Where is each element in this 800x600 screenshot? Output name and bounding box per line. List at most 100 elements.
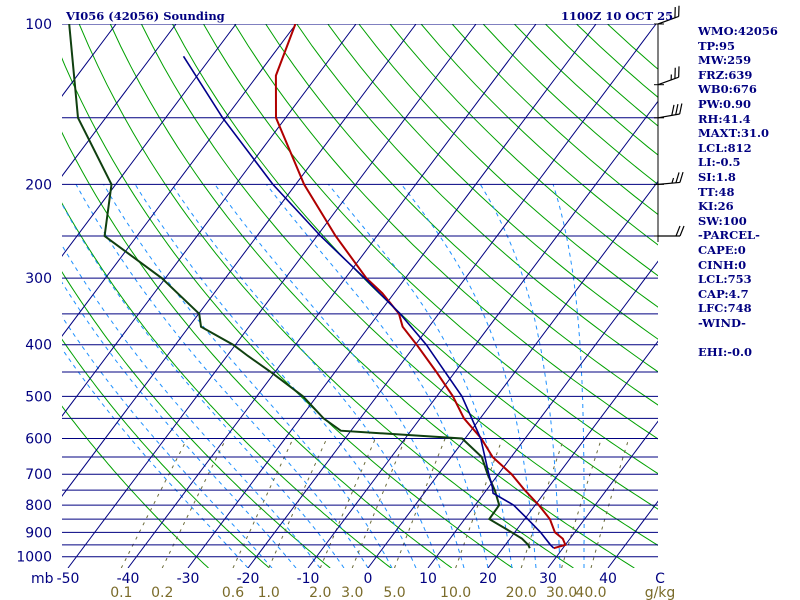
isotherm xyxy=(487,340,658,568)
pressure-tick-label: 700 xyxy=(25,467,52,483)
isotherm xyxy=(62,24,117,97)
moist-adiabat xyxy=(171,184,441,568)
dry-adiabat xyxy=(389,24,658,277)
index-line: MW:259 xyxy=(698,53,752,68)
pressure-tick-label: 900 xyxy=(25,525,52,541)
isotherm xyxy=(62,24,297,337)
mixing-ratio-label: 0.1 xyxy=(110,585,132,600)
index-line: TP:95 xyxy=(698,38,736,53)
dry-adiabat xyxy=(62,338,270,568)
moist-adiabat xyxy=(266,184,489,568)
index-line: CAPE:0 xyxy=(698,242,746,257)
isotherm xyxy=(127,24,537,568)
moist-adiabat xyxy=(214,184,465,568)
index-line: PW:0.90 xyxy=(698,96,752,111)
mixing-ratio-label: 0.2 xyxy=(151,585,173,600)
index-line: EHI:-0.0 xyxy=(698,345,753,360)
mixing-ratio-line xyxy=(232,438,294,568)
dry-adiabat xyxy=(62,405,209,568)
index-line: FRZ:639 xyxy=(698,67,753,82)
dry-adiabat xyxy=(234,24,658,440)
index-line: LCL:812 xyxy=(698,140,752,155)
isotherm xyxy=(187,24,597,568)
dry-adiabat xyxy=(358,24,658,308)
mixing-ratio-line xyxy=(561,438,602,568)
isotherm xyxy=(62,24,417,497)
dry-adiabat xyxy=(140,24,658,546)
mixing-ratio-label: 40.0 xyxy=(575,585,606,600)
moist-adiabat xyxy=(62,315,273,568)
sounding-time: 1100Z 10 OCT 25 xyxy=(561,9,674,23)
dry-adiabat xyxy=(327,24,658,340)
index-line: TT:48 xyxy=(698,184,735,199)
mixing-ratio-line xyxy=(590,438,630,568)
moist-adiabat xyxy=(62,244,321,568)
dry-adiabat xyxy=(62,57,513,568)
moist-adiabat xyxy=(62,203,345,568)
mixing-ratio-label: 5.0 xyxy=(383,585,405,600)
dry-adiabat xyxy=(78,24,574,568)
mixing-ratio-line xyxy=(520,438,565,568)
isotherm xyxy=(62,24,237,257)
mixing-ratio-label: 10.0 xyxy=(440,585,471,600)
moist-adiabat xyxy=(552,184,585,568)
temperature-tick-label: -20 xyxy=(237,571,260,587)
isotherm xyxy=(367,180,658,568)
index-line: WB0:676 xyxy=(698,82,757,97)
temperature-tick-label: 20 xyxy=(479,571,497,587)
temperature-tick-label: 40 xyxy=(599,571,617,587)
wind-barb xyxy=(657,171,684,185)
moist-adiabat xyxy=(328,184,513,568)
wind-barb xyxy=(657,66,680,86)
temperature-tick-label: -40 xyxy=(117,571,140,587)
mixing-ratio-label: 30.0 xyxy=(546,585,577,600)
mixing-ratio-line xyxy=(319,438,376,568)
pressure-tick-label: 500 xyxy=(25,389,52,405)
mixing-ratio-line xyxy=(268,438,328,568)
isotherm xyxy=(67,24,477,568)
index-line xyxy=(698,330,798,345)
index-line: -PARCEL- xyxy=(698,228,760,243)
mixing-ratio-label: 3.0 xyxy=(341,585,363,600)
station-title: VI056 (42056) Sounding xyxy=(66,9,225,23)
pressure-tick-label: 600 xyxy=(25,432,52,448)
isotherm xyxy=(62,24,177,177)
moist-adiabat xyxy=(103,184,393,568)
wind-barb xyxy=(657,5,680,25)
mixing-ratio-unit: g/kg xyxy=(645,585,676,600)
index-line: LCL:753 xyxy=(698,272,752,287)
moist-adiabat xyxy=(62,347,249,568)
mixing-ratio-label: 20.0 xyxy=(506,585,537,600)
moist-adiabat xyxy=(401,184,537,568)
index-line: MAXT:31.0 xyxy=(698,126,769,141)
index-line: SI:1.8 xyxy=(698,169,736,184)
temperature-unit-label: C xyxy=(655,571,665,587)
isotherm xyxy=(307,100,658,568)
dry-adiabat xyxy=(420,24,658,246)
index-line: -WIND- xyxy=(698,315,746,330)
moist-adiabat xyxy=(75,184,369,568)
temperature-tick-label: 10 xyxy=(419,571,437,587)
mixing-ratio-line xyxy=(120,438,188,568)
temperature-tick-label: -30 xyxy=(177,571,200,587)
pressure-tick-label: 200 xyxy=(25,177,52,193)
index-line: SW:100 xyxy=(698,213,747,228)
index-line: RH:41.4 xyxy=(698,111,751,126)
index-line: CINH:0 xyxy=(698,257,747,272)
mixing-ratio-line xyxy=(161,438,227,568)
pressure-tick-label: 800 xyxy=(25,498,52,514)
dry-adiabat xyxy=(62,131,453,568)
mixing-ratio-label: 1.0 xyxy=(258,585,280,600)
pressure-tick-label: 400 xyxy=(25,338,52,354)
pressure-tick-label: 100 xyxy=(25,17,52,33)
isotherm xyxy=(427,260,658,568)
pressure-unit-label: mb xyxy=(31,571,54,587)
isotherm xyxy=(62,24,357,417)
mixing-ratio-label: 0.6 xyxy=(222,585,244,600)
dry-adiabat xyxy=(296,24,658,373)
pressure-tick-label: 300 xyxy=(25,271,52,287)
index-line: WMO:42056 xyxy=(698,24,778,38)
moist-adiabat xyxy=(62,281,297,568)
